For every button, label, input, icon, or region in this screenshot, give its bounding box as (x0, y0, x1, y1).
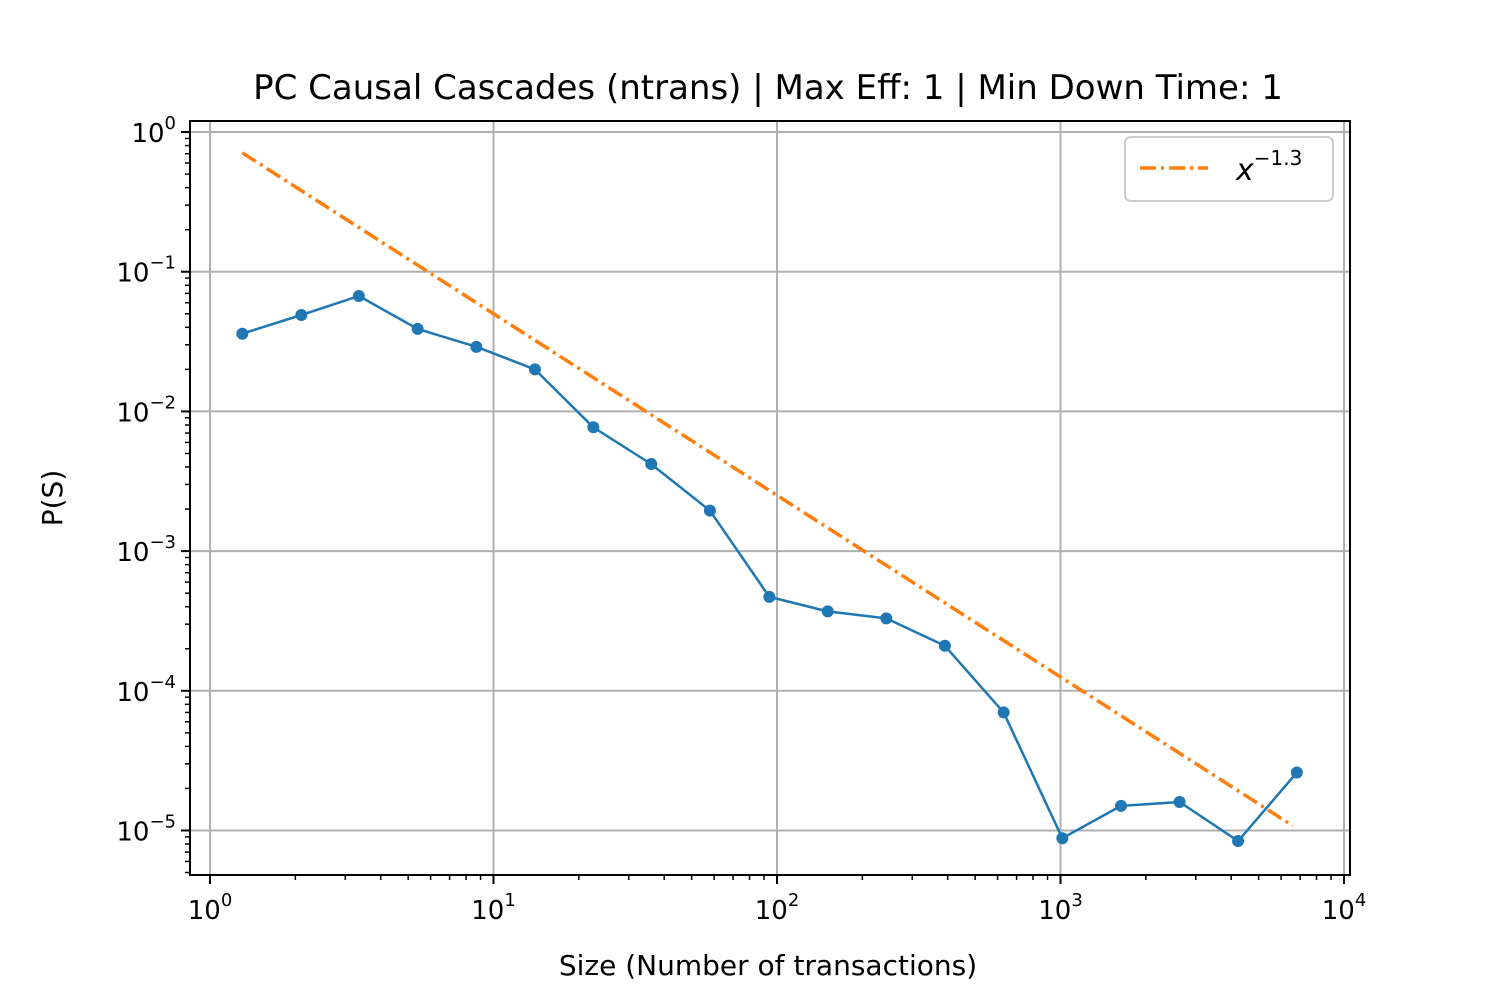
legend-label-power-law: x−1.3 (1235, 146, 1302, 188)
data-point (703, 504, 716, 517)
series-line-power-law (241, 151, 1294, 828)
data-point (997, 706, 1010, 719)
data-point (1056, 832, 1069, 845)
x-tick-base: 10 (1322, 896, 1355, 926)
x-tick-label: 101 (471, 890, 516, 926)
chart-title: PC Causal Cascades (ntrans) | Max Eff: 1… (253, 68, 1283, 108)
x-tick-label: 102 (755, 890, 800, 926)
data-point (587, 421, 600, 434)
y-tick-exponent: −5 (149, 811, 176, 832)
data-point (1232, 835, 1245, 848)
x-tick-exponent: 2 (788, 890, 799, 911)
legend-box (1124, 136, 1334, 202)
x-tick-label: 104 (1322, 890, 1367, 926)
data-point (1290, 766, 1303, 779)
x-tick-exponent: 0 (221, 890, 232, 911)
y-tick-exponent: −2 (149, 392, 176, 413)
x-tick-base: 10 (471, 896, 504, 926)
y-tick-exponent: −3 (149, 532, 176, 553)
x-tick-label: 100 (188, 890, 233, 926)
y-tick-base: 10 (116, 817, 149, 847)
x-tick-base: 10 (755, 896, 788, 926)
x-axis-label: Size (Number of transactions) (559, 949, 977, 982)
y-axis-label: P(S) (36, 470, 69, 527)
data-point (763, 590, 776, 603)
y-tick-base: 10 (131, 119, 164, 149)
y-tick-label: 10−5 (116, 811, 176, 847)
data-point (236, 327, 249, 340)
y-tick-label: 10−4 (116, 672, 176, 708)
data-point (352, 290, 365, 303)
data-point (880, 612, 893, 625)
y-tick-exponent: −1 (149, 253, 176, 274)
y-tick-label: 10−1 (116, 253, 176, 289)
y-tick-base: 10 (116, 538, 149, 568)
grid-lines (190, 121, 1350, 875)
data-point (821, 605, 834, 618)
data-point (1115, 799, 1128, 812)
plot-frame (189, 120, 1351, 876)
x-tick-base: 10 (1038, 896, 1071, 926)
x-tick-exponent: 1 (504, 890, 515, 911)
data-point (295, 309, 308, 322)
y-tick-exponent: 0 (165, 113, 176, 134)
data-point (411, 322, 424, 335)
data-point (528, 363, 541, 376)
y-tick-label: 10−2 (116, 392, 176, 428)
x-tick-label: 103 (1038, 890, 1083, 926)
legend-label-base: x (1235, 153, 1254, 188)
series-layer (236, 151, 1303, 848)
series-line-distribution (241, 294, 1298, 843)
y-tick-base: 10 (116, 678, 149, 708)
legend: x−1.3 (1124, 136, 1334, 202)
y-tick-base: 10 (116, 398, 149, 428)
y-tick-label: 100 (131, 113, 176, 149)
x-tick-exponent: 3 (1071, 890, 1082, 911)
data-point (1173, 795, 1186, 808)
y-tick-base: 10 (116, 259, 149, 289)
y-tick-label: 10−3 (116, 532, 176, 568)
x-tick-base: 10 (188, 896, 221, 926)
data-point (645, 458, 658, 471)
legend-label-exponent: −1.3 (1254, 146, 1303, 170)
data-point (938, 639, 951, 652)
data-point (470, 340, 483, 353)
y-tick-exponent: −4 (149, 672, 176, 693)
x-tick-exponent: 4 (1355, 890, 1366, 911)
